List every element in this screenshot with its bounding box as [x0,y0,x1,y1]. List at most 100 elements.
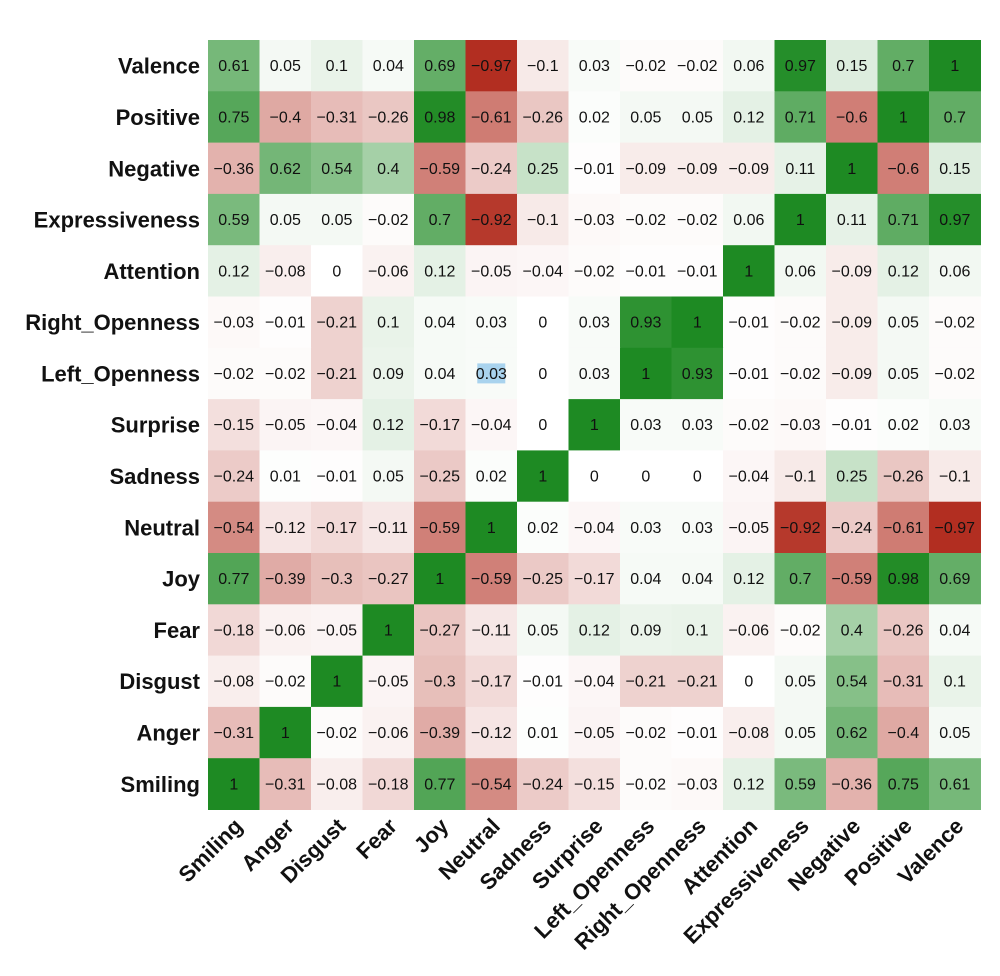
cell-value-label: 0.01 [527,725,558,742]
cell-value-label: −0.27 [368,571,409,588]
cell-value-label: 0 [744,674,753,691]
heatmap-cell [568,91,621,144]
heatmap-cell [826,40,878,92]
heatmap-cell [311,142,363,195]
cell-value-label: 0.04 [373,58,404,75]
cell-value-label: −0.02 [368,212,409,229]
heatmap-cell [259,91,312,144]
cell-value-label: −0.08 [265,263,306,280]
heatmap-cell [465,655,518,708]
cell-value-label: 0.77 [218,571,249,588]
cell-value-label: 0.02 [527,520,558,537]
heatmap-cell [259,501,312,554]
row-label: Joy [162,567,201,592]
heatmap-cell [208,245,260,297]
cell-value-label: −0.04 [729,469,770,486]
heatmap-cell [774,142,827,195]
cell-value-label: −0.05 [317,622,358,639]
heatmap-cell [362,501,415,554]
heatmap-cell [929,655,981,708]
heatmap-cell [568,347,621,400]
heatmap-cell [362,40,415,92]
heatmap-cell [311,553,363,605]
cell-value-label: −0.18 [214,622,255,639]
cell-value-label: 0.62 [270,161,301,178]
cell-value-label: 0.75 [888,776,919,793]
heatmap-cell [208,501,260,554]
heatmap-cell [671,655,724,708]
cell-value-label: −0.59 [420,161,461,178]
heatmap-cell [929,399,981,451]
cell-value-label: 0.09 [373,366,404,383]
heatmap-cell [259,553,312,605]
heatmap-cell [671,245,724,297]
cell-value-label: −0.24 [523,776,564,793]
heatmap-cell [517,142,569,195]
cell-value-label: 0.71 [785,109,816,126]
cell-value-label: −0.01 [574,161,615,178]
cell-value-label: −0.31 [265,776,306,793]
cell-value-label: −0.03 [214,315,255,332]
cell-value-label: 0.06 [939,263,970,280]
cell-value-label: −0.21 [317,315,358,332]
cell-value-label: −0.01 [677,725,718,742]
cell-value-label: −0.92 [471,212,512,229]
heatmap-cell [517,245,569,297]
cell-value-label: 1 [229,776,238,793]
heatmap-cell [929,245,981,297]
heatmap-cell [826,706,878,759]
heatmap-cell [671,142,724,195]
row-label: Sadness [110,464,201,489]
cell-value-label: −0.05 [368,674,409,691]
cell-value-label: −0.02 [626,212,667,229]
heatmap-cell [929,193,981,246]
heatmap-cell [826,91,878,144]
heatmap-cell [620,758,672,810]
cell-value-label: −0.36 [214,161,255,178]
cell-value-label: −0.02 [729,417,770,434]
cell-value-label: 0.7 [944,109,966,126]
column-label: Joy [409,813,454,858]
cell-value-label: −0.03 [574,212,615,229]
heatmap-cell [465,142,518,195]
heatmap-cell [311,193,363,246]
cell-value-label: 0.61 [218,58,249,75]
cell-value-label: −0.17 [471,674,512,691]
cell-value-label: 1 [384,622,393,639]
cell-value-label: 0.15 [939,161,970,178]
heatmap-cell [774,347,827,400]
cell-value-label: −0.09 [729,161,770,178]
heatmap-cell [929,604,981,657]
heatmap-cell [414,347,466,400]
heatmap-cell [517,450,569,503]
heatmap-cell [723,501,775,554]
heatmap-cell [877,245,930,297]
heatmap-cell [671,501,724,554]
cell-value-label: 0.03 [476,315,507,332]
cell-value-label: 1 [332,674,341,691]
heatmap-cell [362,655,415,708]
cell-value-label: −0.01 [677,263,718,280]
heatmap-cell [774,245,827,297]
cell-value-label: 1 [435,571,444,588]
heatmap-cell [723,758,775,810]
cell-value-label: −0.02 [626,725,667,742]
cell-value-label: 0.77 [424,776,455,793]
cell-value-label: 0.97 [939,212,970,229]
cell-value-label: 0.12 [733,776,764,793]
heatmap-cell [929,553,981,605]
cell-value-label: −0.02 [214,366,255,383]
heatmap-cell [826,450,878,503]
cell-value-label: 0.62 [836,725,867,742]
heatmap-cell [620,91,672,144]
cell-value-label: 0.03 [579,58,610,75]
cell-value-label: −0.21 [677,674,718,691]
heatmap-cell [620,604,672,657]
heatmap-cell [517,758,569,810]
heatmap-cell [877,296,930,349]
heatmap-cell [826,193,878,246]
heatmap-cell [568,296,621,349]
heatmap-cell [311,399,363,451]
heatmap-cell [517,604,569,657]
cell-value-label: −0.04 [471,417,512,434]
